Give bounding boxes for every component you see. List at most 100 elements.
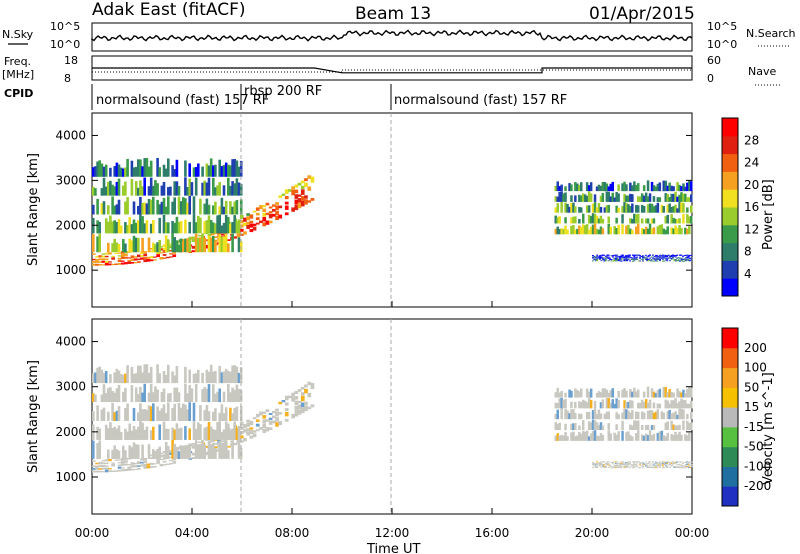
power-echo-cell [591,224,595,235]
power-echo-cell [184,238,187,253]
velocity-echo-cell [574,436,577,441]
velocity-echo-cell [659,461,661,463]
power-echo-cell [612,255,614,257]
velocity-echo-cell [104,469,109,473]
velocity-echo-cell [158,446,161,459]
velocity-echo-cell [580,433,583,441]
velocity-echo-cell [182,448,185,459]
velocity-echo-cell [272,420,276,424]
velocity-echo-cell [666,467,669,468]
velocity-echo-cell [162,451,167,454]
velocity-echo-cell [652,402,656,409]
nave-label: Nave [748,65,776,78]
power-echo-cell [570,217,573,224]
cpid-segment-1: normalsound (fast) 157 RF [96,93,269,108]
velocity-colorbar-swatch [722,347,738,369]
velocity-echo-cell [558,422,561,430]
power-echo-cell [96,220,99,234]
power-echo-cell [101,260,106,263]
velocity-echo-cell [677,466,680,467]
velocity-echo-cell [686,420,689,431]
power-echo-cell [130,258,135,261]
velocity-echo-cell [101,462,106,465]
velocity-echo-cell [660,464,663,466]
velocity-echo-cell [262,419,267,424]
velocity-echo-cell [656,463,659,465]
velocity-echo-cell [680,392,683,398]
velocity-echo-cell [173,429,176,440]
power-echo-cell [630,259,633,260]
velocity-echo-cell [554,435,557,441]
power-echo-cell [143,257,148,260]
power-echo-cell [570,195,573,202]
velocity-echo-cell [668,389,671,398]
velocity-echo-cell [143,460,148,464]
power-echo-cell [689,257,691,259]
velocity-echo-cell [556,433,559,441]
power-echo-cell [625,184,628,192]
power-echo-cell [570,184,573,192]
power-echo-cell [233,183,236,196]
power-echo-cell [627,257,630,259]
power-echo-cell [602,257,604,259]
power-colorbar-swatch [722,260,738,279]
velocity-ytick-label: 3000 [55,380,86,394]
velocity-echo-cell [167,402,170,421]
power-echo-cell [212,222,215,234]
velocity-echo-cell [96,443,99,459]
velocity-echo-cell [122,445,125,459]
velocity-echo-cell [572,409,575,420]
power-echo-cell [101,255,106,258]
velocity-echo-cell [214,448,217,459]
power-echo-cell [677,257,680,259]
velocity-echo-cell [666,392,669,398]
velocity-echo-cell [636,461,639,463]
power-echo-cell [620,254,623,256]
velocity-echo-cell [300,395,305,402]
velocity-echo-cell [682,420,685,430]
power-echo-cell [249,229,254,233]
power-echo-cell [670,185,673,192]
power-echo-cell [235,160,239,177]
velocity-echo-cell [642,435,646,441]
velocity-echo-cell [632,464,634,466]
velocity-echo-cell [197,369,200,384]
power-echo-cell [159,246,164,248]
velocity-echo-cell [683,467,686,469]
velocity-echo-cell [275,422,279,427]
velocity-echo-cell [621,412,624,420]
velocity-echo-cell [625,432,628,441]
power-echo-cell [599,226,603,235]
velocity-echo-cell [205,369,209,384]
power-colorbar-tick-label: 16 [744,200,759,214]
power-echo-cell [158,240,161,253]
power-ytick-label: 2000 [55,218,86,232]
velocity-echo-cell [243,424,247,429]
velocity-echo-cell [690,400,693,409]
power-echo-cell [143,223,146,234]
velocity-echo-cell [294,400,299,406]
power-echo-cell [98,160,101,177]
velocity-colorbar-tick-label: -200 [744,479,771,493]
power-echo-cell [154,244,157,253]
velocity-echo-cell [689,466,691,468]
velocity-echo-cell [259,411,263,416]
velocity-echo-cell [100,394,104,402]
power-echo-cell [686,254,689,256]
velocity-echo-cell [95,462,99,465]
power-echo-cell [137,220,140,234]
velocity-echo-cell [682,400,685,409]
power-echo-cell [203,180,206,196]
power-echo-cell [122,185,125,196]
velocity-echo-cell [610,467,613,469]
power-echo-cell [584,194,587,202]
velocity-echo-cell [629,467,631,469]
velocity-echo-cell [173,375,176,384]
velocity-echo-cell [304,384,308,388]
velocity-echo-cell [124,463,128,466]
velocity-echo-cell [117,450,121,459]
velocity-echo-cell [640,399,644,409]
power-echo-cell [644,257,647,259]
power-echo-cell [576,183,579,192]
power-echo-cell [673,255,676,256]
